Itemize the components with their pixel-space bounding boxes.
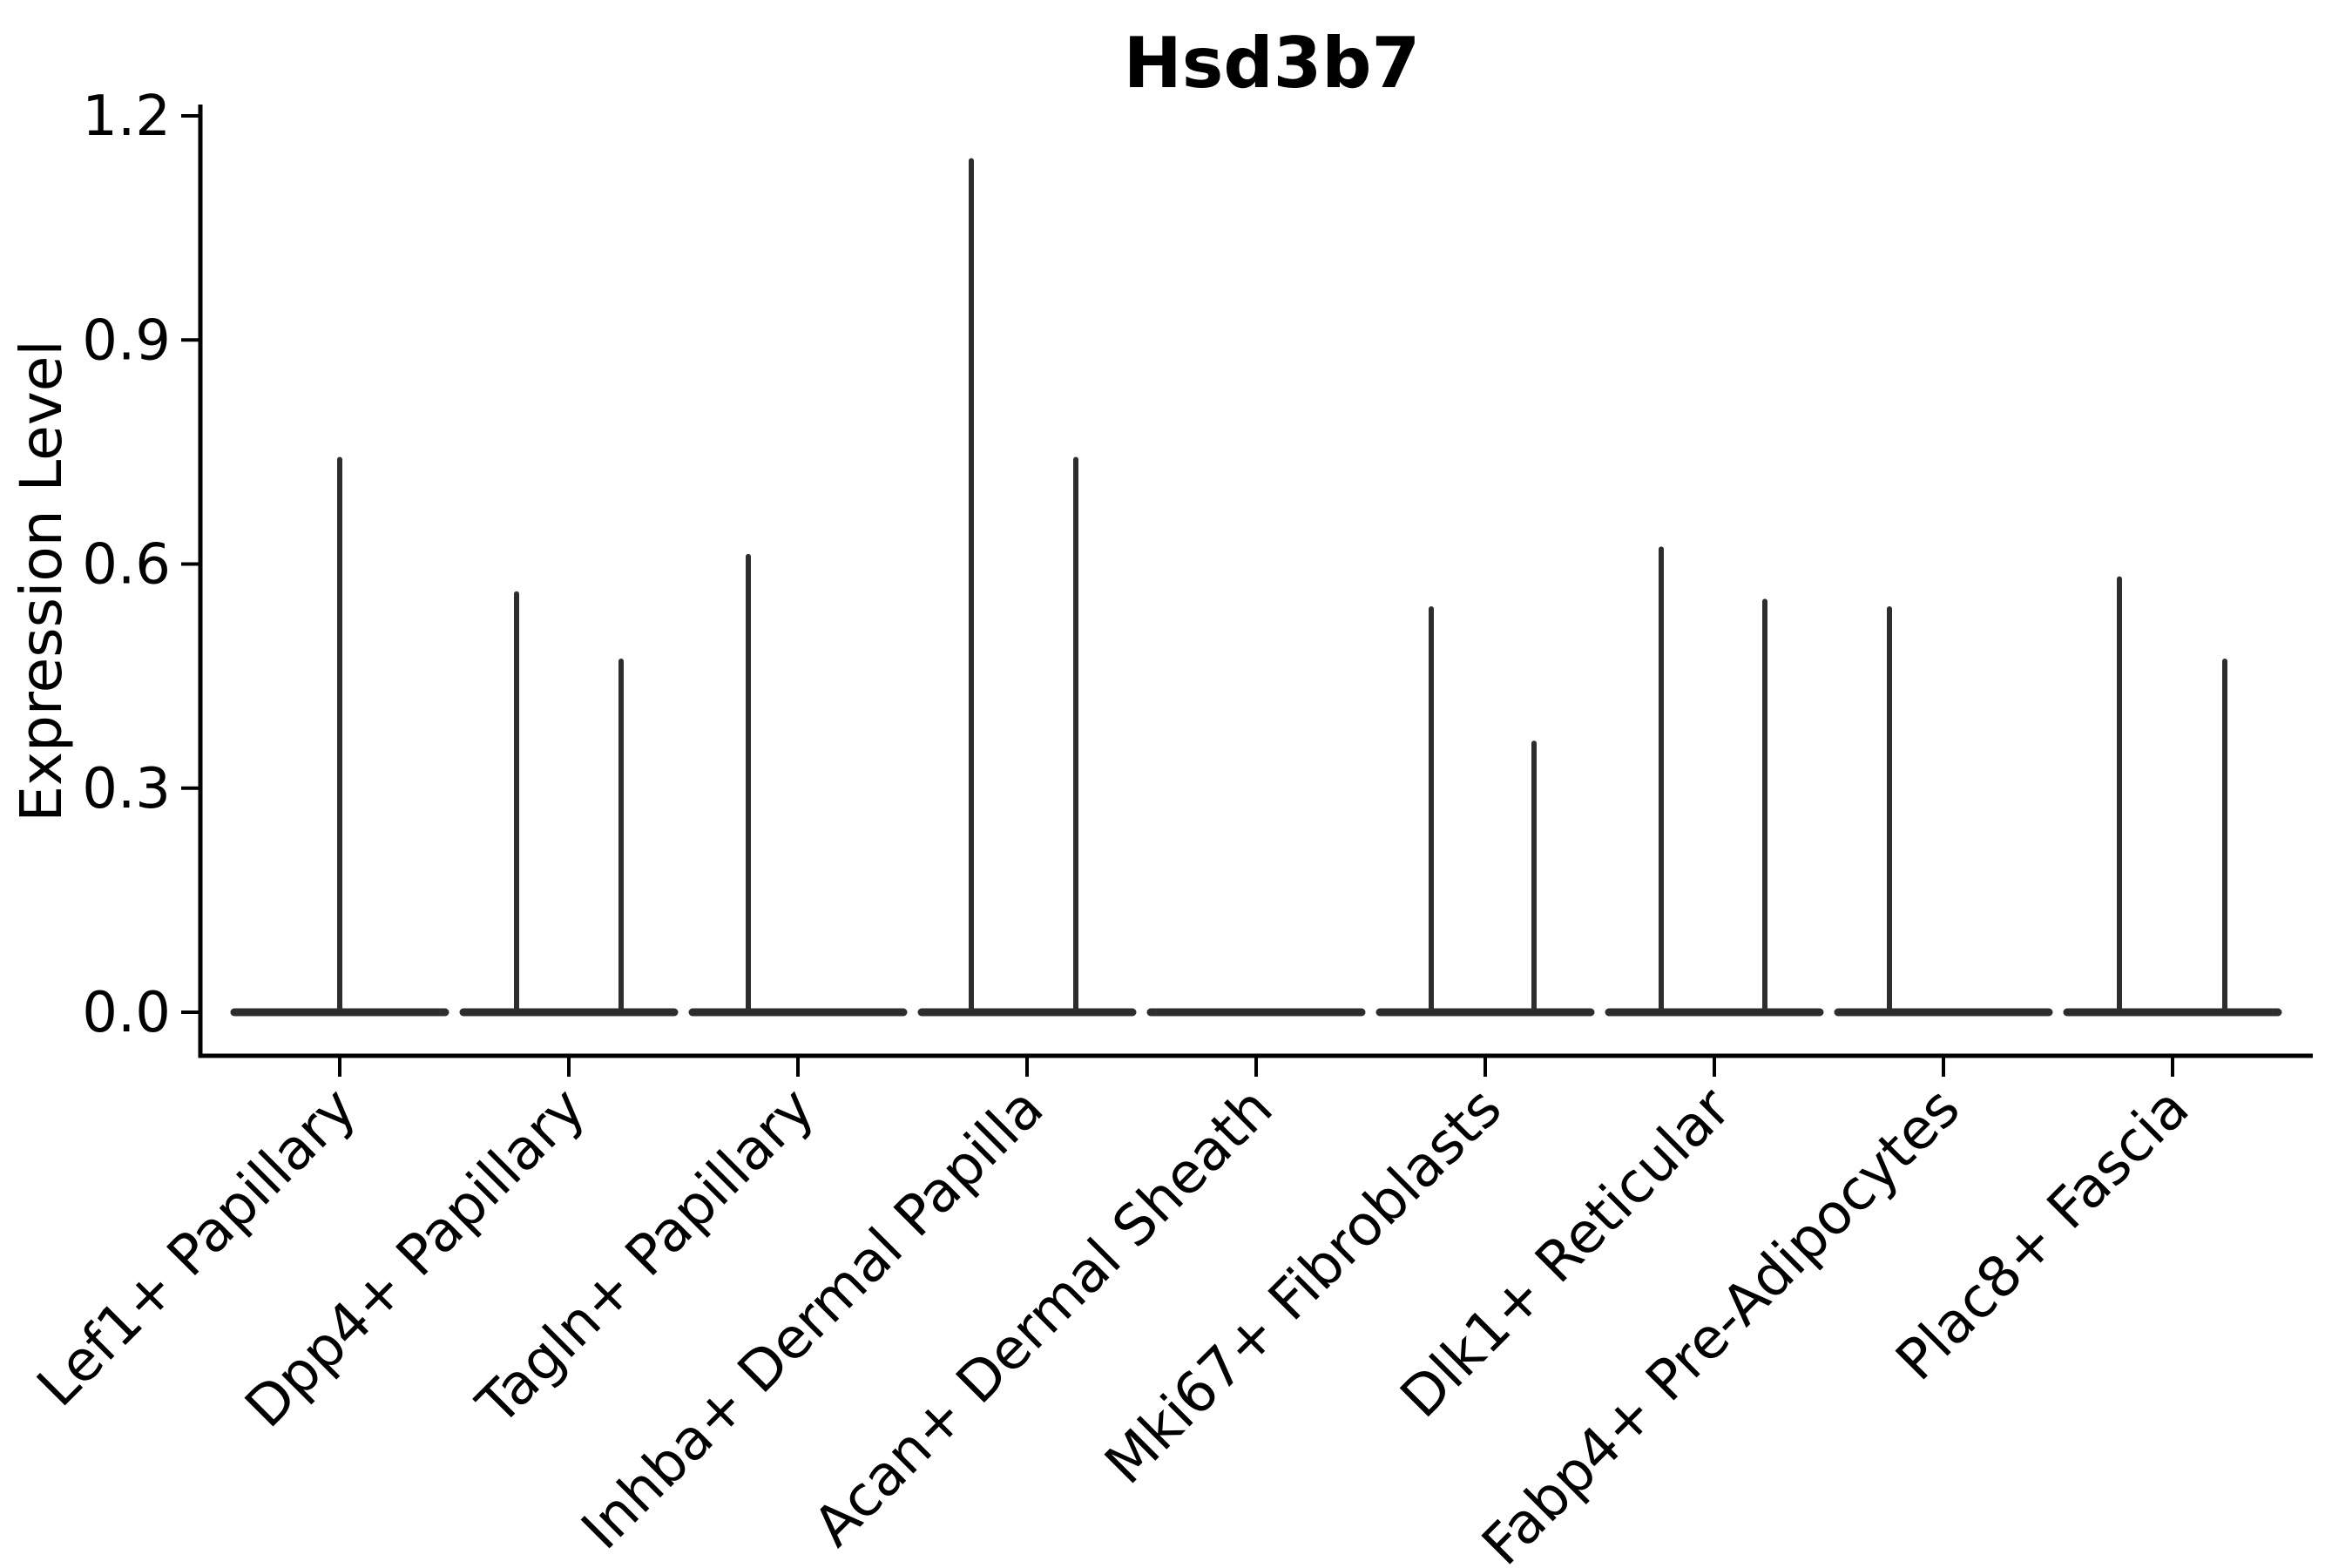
violin xyxy=(230,456,449,1017)
y-axis-tick-label: 0.9 xyxy=(82,308,171,373)
y-axis-tick-label: 0.3 xyxy=(82,757,171,821)
y-axis: 0.0 0.3 0.6 0.9 1.2 xyxy=(82,84,199,1045)
x-axis-label: Mki67+ Fibroblasts xyxy=(1093,1076,1514,1497)
violin xyxy=(1605,546,1824,1017)
chart-title: Hsd3b7 xyxy=(1124,23,1420,104)
violin xyxy=(1834,605,2053,1017)
y-axis-tick-label: 1.2 xyxy=(82,84,171,149)
violin xyxy=(1375,605,1595,1017)
violin xyxy=(2063,576,2282,1017)
x-axis-label: Fabp4+ Pre-Adipocytes xyxy=(1470,1076,1972,1568)
y-axis-tick-label: 0.0 xyxy=(82,981,171,1045)
y-axis-title: Expression Level xyxy=(8,340,75,821)
violin xyxy=(917,158,1137,1017)
x-axis-label: Inhba+ Dermal Papilla xyxy=(570,1076,1056,1562)
x-axis-label: Acan+ Dermal Sheath xyxy=(802,1076,1286,1559)
violin xyxy=(688,553,908,1017)
violins-layer xyxy=(230,158,2282,1017)
violin xyxy=(459,591,679,1017)
y-axis-tick-label: 0.6 xyxy=(82,533,171,598)
